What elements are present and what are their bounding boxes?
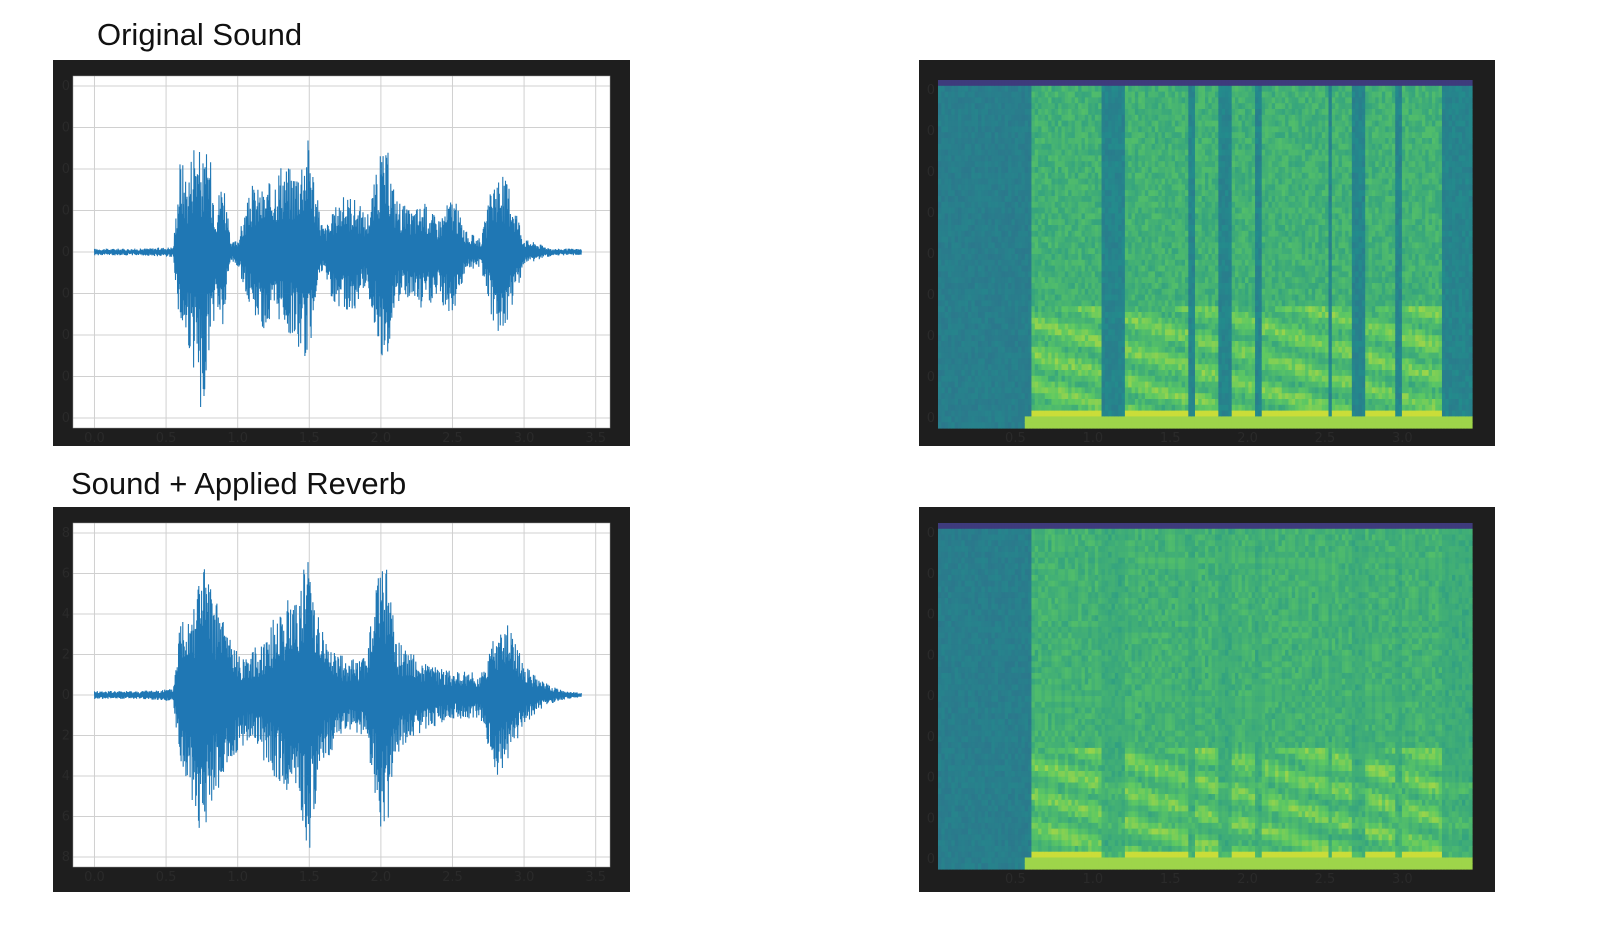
y-tick-label: 0 [927, 370, 935, 385]
x-tick-label: 3.5 [585, 431, 606, 446]
y-tick-label: 0 [927, 247, 935, 262]
y-tick-label: 4 [62, 769, 70, 784]
x-tick-label: 1.5 [1160, 431, 1181, 446]
x-tick-label: 3.0 [514, 431, 535, 446]
x-tick-label: 1.0 [227, 431, 248, 446]
y-tick-label: 0 [62, 204, 70, 219]
y-tick-label: 8 [62, 850, 70, 865]
x-tick-label: 2.5 [442, 431, 463, 446]
spectrogram-original-chart: 0.5 1.0 1.5 2.0 2.5 3.0 0 0 0 0 0 0 0 0 0 [919, 60, 1495, 446]
x-tick-label: 1.0 [227, 870, 248, 885]
y-tick-label: 0 [927, 206, 935, 221]
x-tick-label: 0.5 [156, 870, 177, 885]
y-tick-label: 0 [927, 689, 935, 704]
x-tick-label: 2.0 [371, 431, 392, 446]
waveform-original-chart: 0.0 0.5 1.0 1.5 2.0 2.5 3.0 3.5 0 0 0 0 0 0 0 0 0 [53, 60, 630, 446]
x-tick-label: 2.0 [1237, 872, 1258, 887]
y-tick-label: 0 [62, 162, 70, 177]
y-tick-label: 6 [62, 810, 70, 825]
x-tick-label: 0.5 [1005, 872, 1026, 887]
spectrogram-cells-3 [938, 523, 1473, 870]
y-tick-label: 0 [927, 165, 935, 180]
x-tick-label: 2.0 [1237, 431, 1258, 446]
y-tick-label: 0 [927, 288, 935, 303]
y-tick-label: 0 [927, 124, 935, 139]
y-tick-label: 0 [62, 121, 70, 136]
waveform-series-0 [93, 140, 582, 408]
y-tick-label: 0 [62, 287, 70, 302]
x-tick-label: 1.0 [1082, 431, 1103, 446]
y-tick-label: 0 [927, 730, 935, 745]
plot-border [72, 75, 611, 429]
x-tick-label: 1.5 [299, 870, 320, 885]
waveform-reverb-chart: 0.0 0.5 1.0 1.5 2.0 2.5 3.0 3.5 8 6 4 2 0 2 4 6 8 [53, 507, 630, 892]
y-tick-label: 0 [927, 411, 935, 426]
x-tick-label: 3.0 [514, 870, 535, 885]
title-original-sound: Original Sound [97, 17, 303, 52]
x-tick-label: 0.0 [84, 431, 105, 446]
x-tick-label: 3.0 [1392, 872, 1413, 887]
y-tick-label: 0 [62, 370, 70, 385]
y-tick-label: 0 [62, 245, 70, 260]
y-tick-label: 0 [927, 852, 935, 867]
x-tick-label: 2.5 [1315, 872, 1336, 887]
y-tick-label: 8 [62, 526, 70, 541]
x-tick-label: 2.0 [371, 870, 392, 885]
y-tick-label: 4 [62, 607, 70, 622]
y-tick-label: 2 [62, 729, 70, 744]
x-tick-label: 2.5 [1315, 431, 1336, 446]
x-tick-label: 3.5 [585, 870, 606, 885]
y-tick-label: 2 [62, 648, 70, 663]
x-tick-label: 1.0 [1082, 872, 1103, 887]
y-tick-label: 0 [62, 688, 70, 703]
y-tick-label: 0 [62, 79, 70, 94]
x-tick-label: 0.0 [84, 870, 105, 885]
y-tick-label: 0 [62, 328, 70, 343]
y-tick-label: 0 [927, 83, 935, 98]
y-tick-label: 0 [927, 329, 935, 344]
waveform-series-2 [93, 562, 582, 848]
plot-border [72, 522, 611, 868]
y-tick-label: 0 [927, 567, 935, 582]
x-tick-label: 3.0 [1392, 431, 1413, 446]
y-tick-label: 6 [62, 567, 70, 582]
x-tick-label: 0.5 [1005, 431, 1026, 446]
y-tick-label: 0 [62, 411, 70, 426]
x-tick-label: 0.5 [156, 431, 177, 446]
x-tick-label: 2.5 [442, 870, 463, 885]
y-tick-label: 0 [927, 526, 935, 541]
y-tick-label: 0 [927, 608, 935, 623]
y-tick-label: 0 [927, 648, 935, 663]
spectrogram-reverb-chart: 0.5 1.0 1.5 2.0 2.5 3.0 0 0 0 0 0 0 0 0 0 [919, 507, 1495, 892]
y-tick-label: 0 [927, 811, 935, 826]
x-tick-label: 1.5 [1160, 872, 1181, 887]
title-reverb-sound: Sound + Applied Reverb [71, 466, 407, 501]
x-tick-label: 1.5 [299, 431, 320, 446]
y-tick-label: 0 [927, 771, 935, 786]
spectrogram-cells-1 [938, 80, 1473, 429]
